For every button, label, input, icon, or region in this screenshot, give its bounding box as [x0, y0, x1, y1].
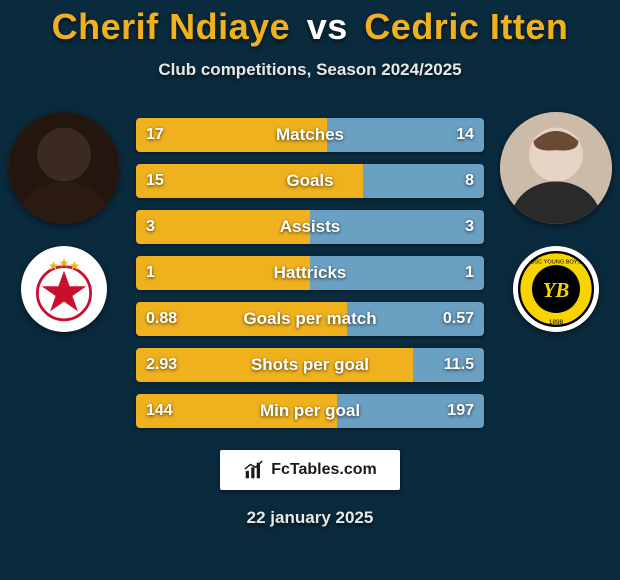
player2-column: YB BSC YOUNG BOYS 1898 [496, 112, 616, 332]
stat-row: 17 14 Matches [136, 118, 484, 152]
player1-name: Cherif Ndiaye [52, 6, 291, 47]
stat-value-right: 8 [455, 164, 484, 198]
stat-value-right: 11.5 [434, 348, 484, 382]
player2-avatar [500, 112, 612, 224]
player2-club-crest: YB BSC YOUNG BOYS 1898 [513, 246, 599, 332]
comparison-title: Cherif Ndiaye vs Cedric Itten [0, 6, 620, 48]
stat-value-right: 0.57 [433, 302, 484, 336]
footer: FcTables.com 22 january 2025 [0, 450, 620, 528]
stat-value-right: 3 [455, 210, 484, 244]
header: Cherif Ndiaye vs Cedric Itten Club compe… [0, 0, 620, 80]
brand-badge: FcTables.com [220, 450, 400, 490]
brand-text: FcTables.com [271, 461, 377, 479]
stat-value-left: 0.88 [136, 302, 187, 336]
comparison-date: 22 january 2025 [0, 508, 620, 528]
stat-value-right: 197 [437, 394, 484, 428]
svg-text:YB: YB [543, 279, 570, 302]
player1-column [4, 112, 124, 332]
stat-value-left: 3 [136, 210, 165, 244]
player2-name: Cedric Itten [364, 6, 568, 47]
stat-value-right: 14 [446, 118, 484, 152]
vs-label: vs [307, 6, 348, 47]
stat-row: 3 3 Assists [136, 210, 484, 244]
svg-text:1898: 1898 [549, 319, 564, 326]
stat-row: 2.93 11.5 Shots per goal [136, 348, 484, 382]
stat-value-left: 2.93 [136, 348, 187, 382]
comparison-body: YB BSC YOUNG BOYS 1898 17 14 Matches 15 … [0, 112, 620, 432]
stat-row: 15 8 Goals [136, 164, 484, 198]
crvena-zvezda-crest-icon [29, 254, 99, 324]
stat-value-left: 1 [136, 256, 165, 290]
bar-chart-icon [243, 459, 265, 481]
stat-row: 144 197 Min per goal [136, 394, 484, 428]
stat-row: 1 1 Hattricks [136, 256, 484, 290]
stat-bars: 17 14 Matches 15 8 Goals 3 3 Assists 1 1… [136, 118, 484, 428]
player1-avatar [8, 112, 120, 224]
stat-value-left: 17 [136, 118, 174, 152]
svg-text:BSC YOUNG BOYS: BSC YOUNG BOYS [531, 259, 582, 265]
stat-row: 0.88 0.57 Goals per match [136, 302, 484, 336]
stat-value-right: 1 [455, 256, 484, 290]
stat-value-left: 144 [136, 394, 183, 428]
stat-value-left: 15 [136, 164, 174, 198]
young-boys-crest-icon: YB BSC YOUNG BOYS 1898 [516, 249, 596, 329]
subtitle: Club competitions, Season 2024/2025 [0, 60, 620, 80]
player1-club-crest [21, 246, 107, 332]
player-silhouette-icon [8, 112, 120, 224]
player-silhouette-icon [500, 112, 612, 224]
